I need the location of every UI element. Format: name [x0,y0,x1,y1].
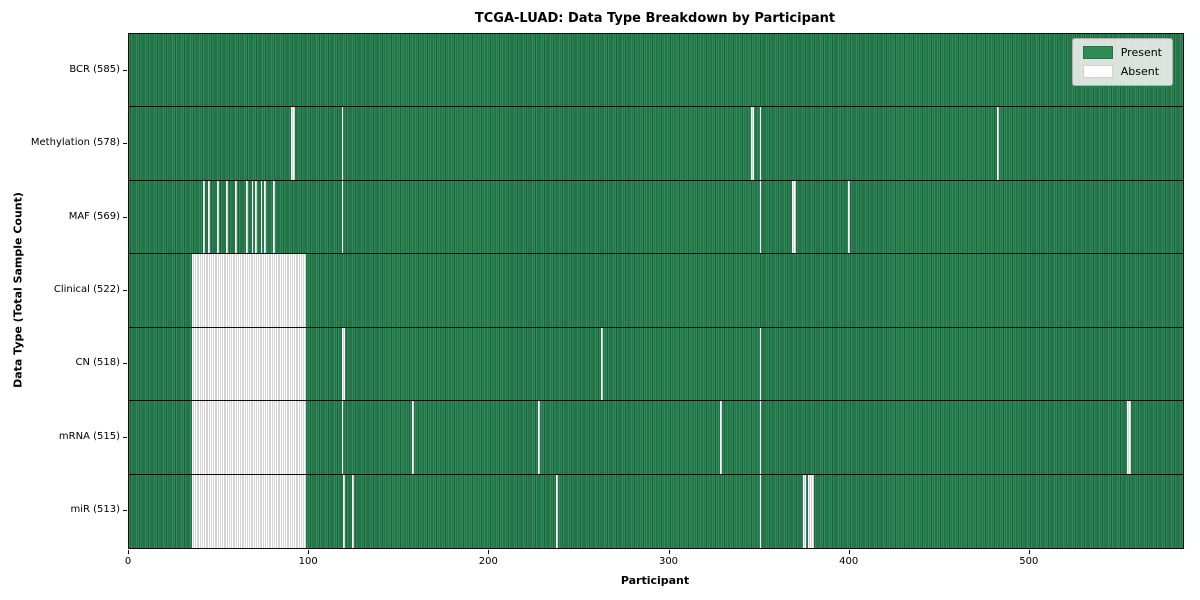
absent-stripe [192,327,306,401]
absent-stripe [997,107,1000,180]
absent-stripe [343,474,346,548]
legend: Present Absent [1071,38,1173,86]
y-tick-label-miR: miR (513) [70,504,120,516]
absent-stripe [802,474,807,548]
heatmap-row-mRNA [129,401,1183,475]
absent-stripe [556,474,558,548]
y-tick-mark [123,290,127,291]
x-tick-mark [128,550,129,554]
legend-label-absent: Absent [1120,65,1160,78]
absent-stripe [847,180,850,254]
x-tick-label-100: 100 [298,556,318,567]
absent-stripe [750,107,755,180]
x-tick-label-400: 400 [839,556,859,567]
absent-stripe [251,180,254,254]
absent-stripe [411,401,414,474]
absent-stripe [291,107,295,180]
absent-stripe [759,107,762,180]
y-tick-label-Methylation: Methylation (578) [30,137,120,149]
heatmap-row-Clinical [129,254,1183,328]
chart-title: TCGA-LUAD: Data Type Breakdown by Partic… [474,11,836,26]
absent-stripe [341,401,344,474]
legend-item-absent: Absent [1082,65,1162,78]
absent-stripe [246,180,248,254]
heatmap-row-MAF [129,180,1183,255]
absent-stripe [264,180,266,254]
x-tick-mark [308,550,310,554]
heatmap-row-Methylation [129,107,1183,181]
y-tick-mark [123,436,127,438]
absent-stripe [792,180,796,254]
y-tick-label-CN: CN (518) [75,357,120,369]
y-tick-label-Clinical: Clinical (522) [53,284,120,295]
absent-stripe [192,254,306,327]
absent-stripe [341,107,344,180]
absent-stripe [208,180,211,254]
absent-stripe [759,474,762,548]
legend-item-present: Present [1082,46,1162,59]
absent-stripe [260,180,263,254]
absent-stripe [341,180,344,254]
absent-stripe [226,180,229,254]
x-tick-label-500: 500 [1019,556,1039,567]
absent-swatch [1082,65,1113,78]
x-tick-label-300: 300 [658,556,679,567]
x-tick-mark [668,550,670,554]
absent-stripe [217,180,220,254]
y-tick-mark [123,143,127,145]
y-tick-mark [123,69,127,71]
y-tick-label-mRNA: mRNA (515) [58,430,120,442]
x-tick-mark [488,550,490,554]
x-tick-label-200: 200 [478,556,498,567]
absent-stripe [808,474,814,548]
x-tick-mark [1028,550,1030,554]
absent-stripe [759,327,762,401]
x-tick-mark [848,550,850,554]
absent-stripe [719,401,722,474]
y-tick-mark [123,216,127,218]
heatmap-row-miR [129,474,1183,548]
absent-stripe [537,401,540,474]
absent-stripe [255,180,257,254]
present-swatch [1082,46,1113,59]
y-tick-mark [123,510,127,512]
y-tick-label-MAF: MAF (569) [68,210,120,222]
absent-stripe [759,180,762,254]
heatmap-row-BCR [129,34,1183,108]
absent-stripe [192,401,306,474]
x-axis-label: Participant [620,574,690,587]
absent-stripe [273,180,275,254]
legend-label-present: Present [1120,46,1162,59]
absent-stripe [352,474,355,548]
plot-area: Present Absent [128,33,1184,549]
y-tick-label-BCR: BCR (585) [69,63,120,75]
absent-stripe [601,327,603,401]
y-tick-mark [123,363,127,365]
absent-stripe [192,474,306,548]
absent-stripe [202,180,205,254]
x-tick-label-0: 0 [124,556,132,567]
heatmap-row-CN [129,327,1183,402]
absent-stripe [1127,401,1131,474]
absent-stripe [341,327,346,401]
absent-stripe [235,180,238,254]
absent-stripe [759,401,762,474]
